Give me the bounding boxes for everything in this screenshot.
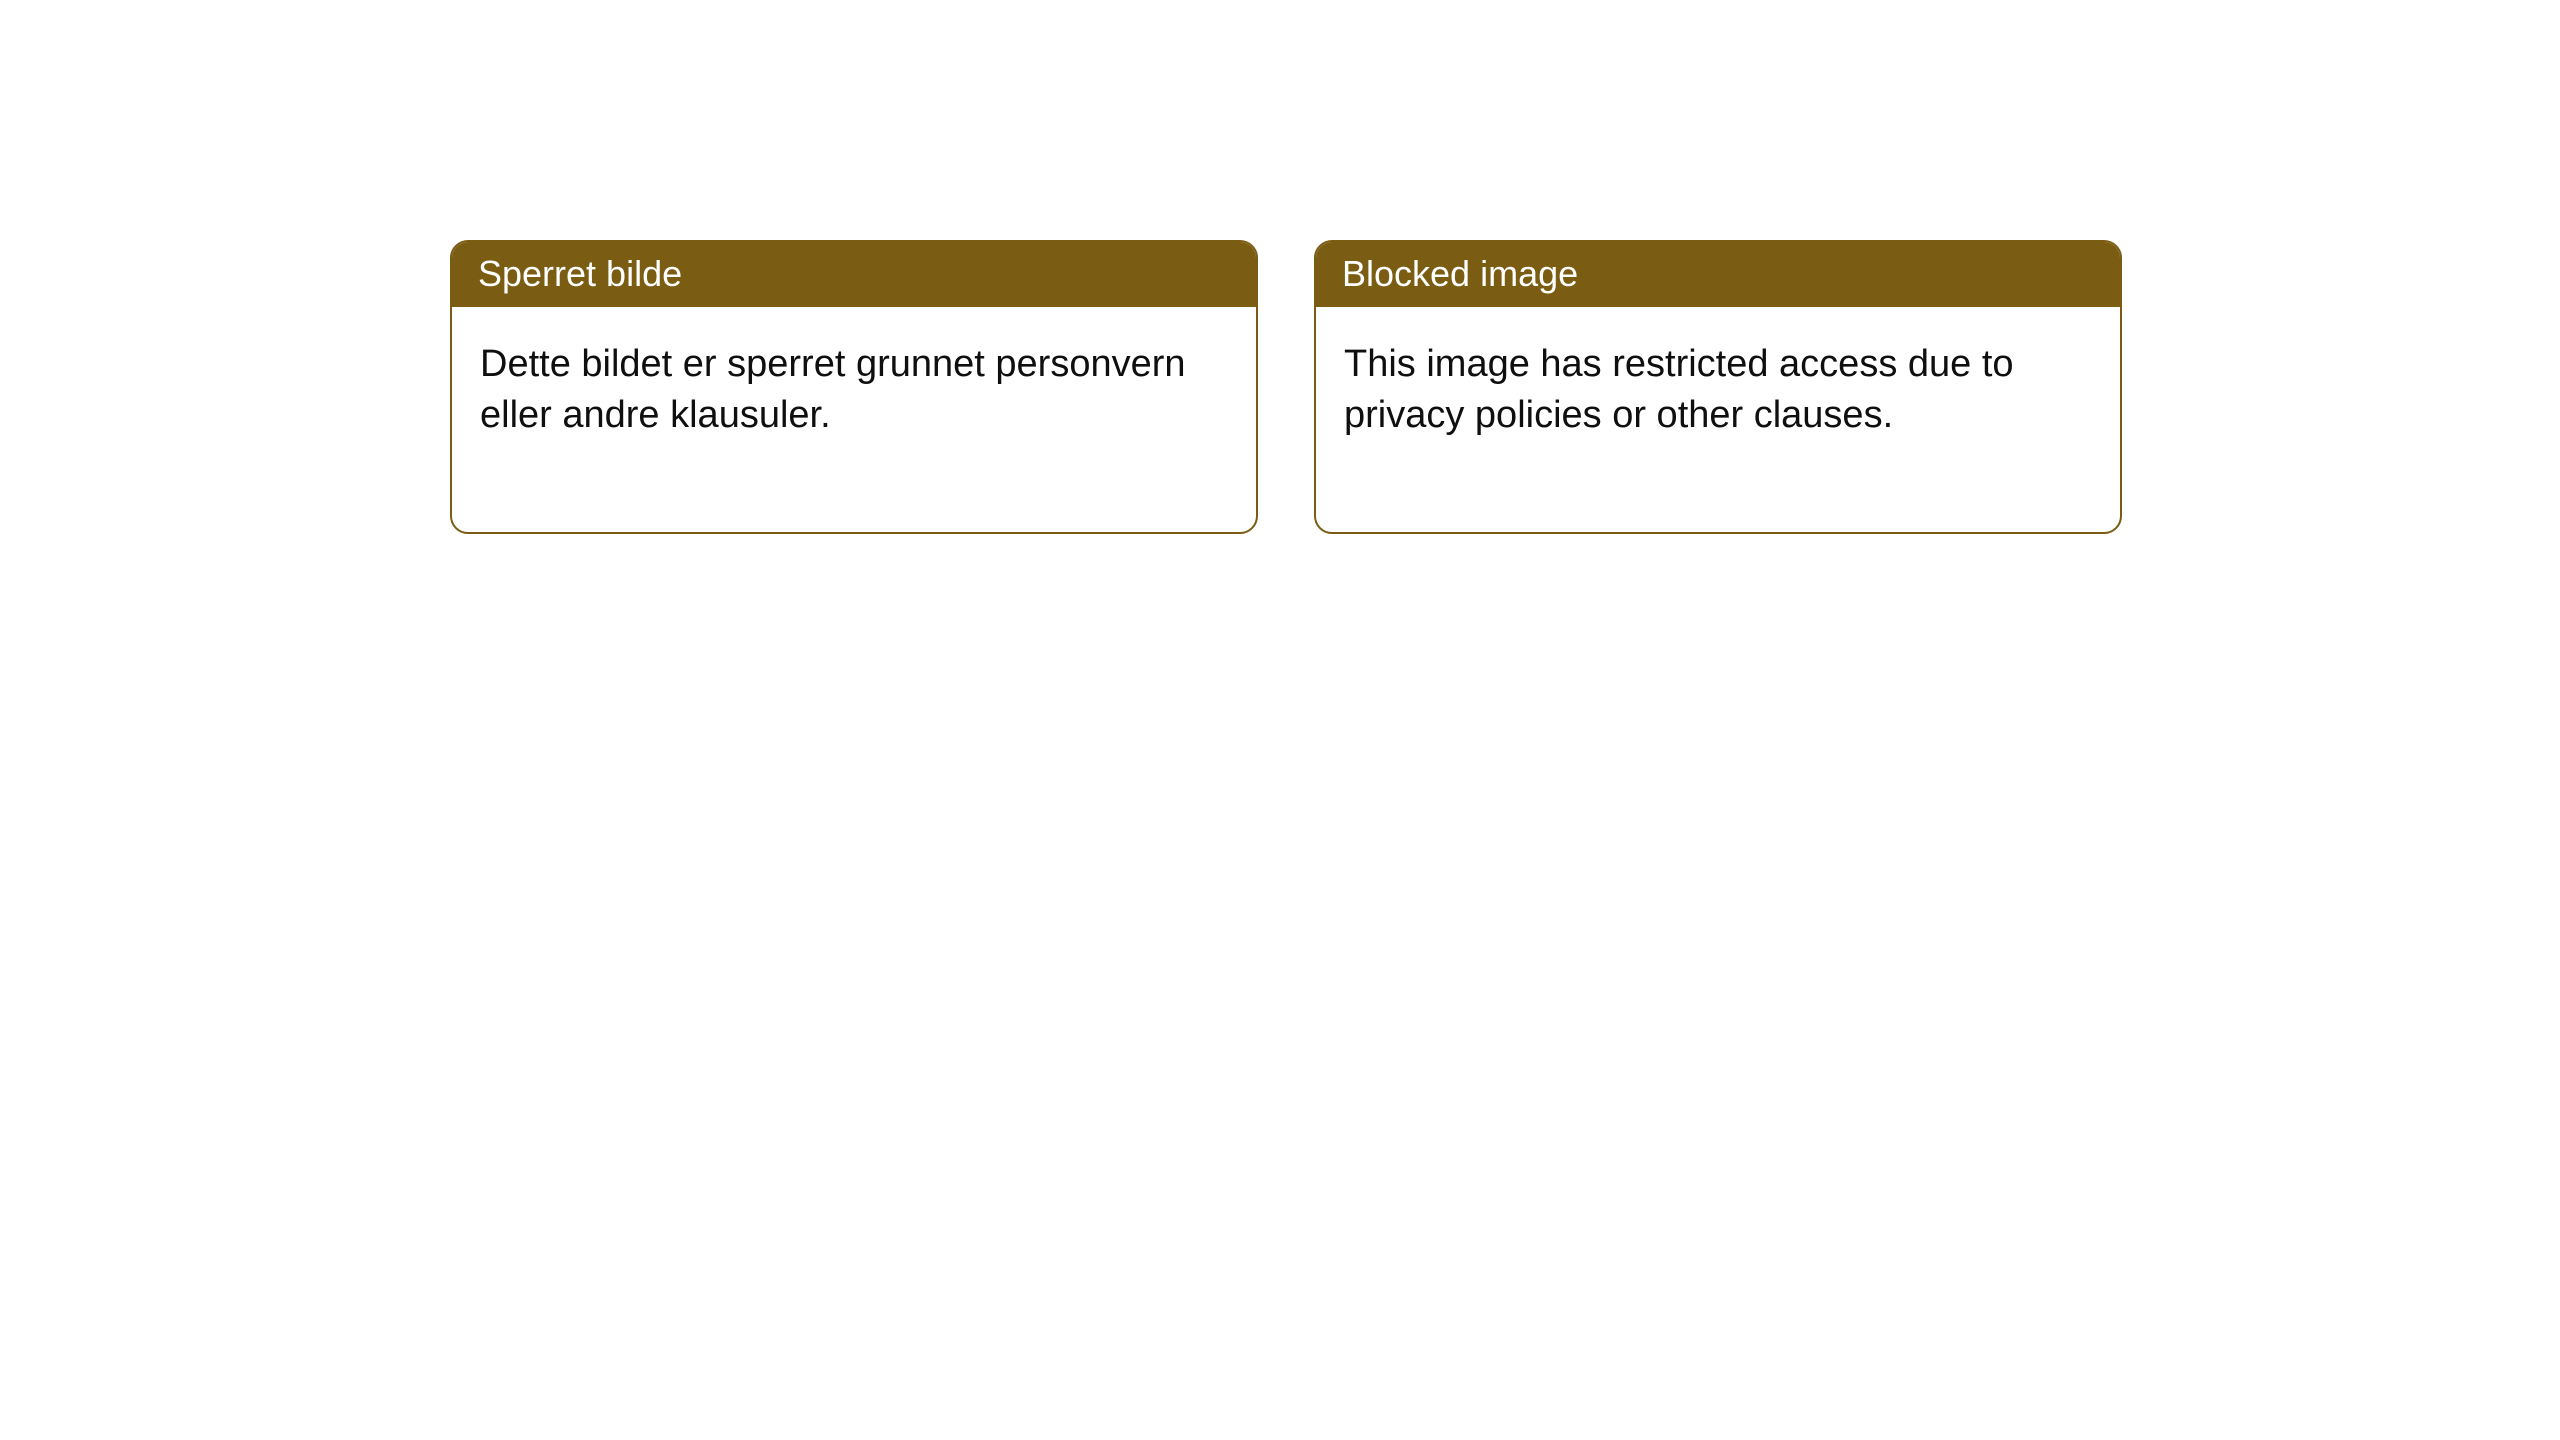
notice-container: Sperret bilde Dette bildet er sperret gr… xyxy=(0,0,2560,534)
notice-card-title-en: Blocked image xyxy=(1316,242,2120,307)
notice-card-en: Blocked image This image has restricted … xyxy=(1314,240,2122,534)
notice-card-body-no: Dette bildet er sperret grunnet personve… xyxy=(452,307,1256,532)
notice-card-no: Sperret bilde Dette bildet er sperret gr… xyxy=(450,240,1258,534)
notice-card-body-en: This image has restricted access due to … xyxy=(1316,307,2120,532)
notice-card-title-no: Sperret bilde xyxy=(452,242,1256,307)
